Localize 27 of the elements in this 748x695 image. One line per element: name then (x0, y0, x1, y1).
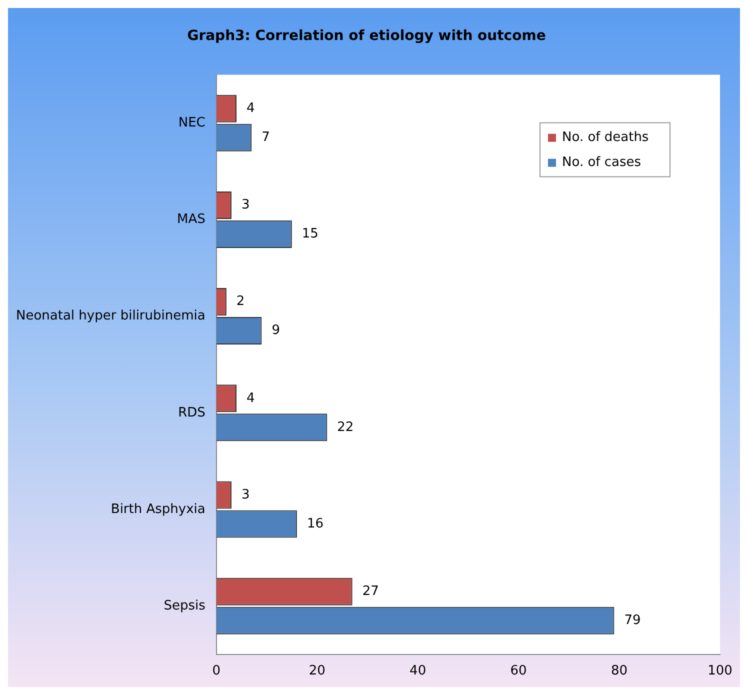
data-label: 3 (241, 487, 250, 502)
legend-label: No. of cases (562, 155, 642, 170)
y-tick-label: MAS (176, 212, 206, 228)
x-tick-label: 60 (510, 664, 527, 679)
x-tick-label: 0 (212, 664, 221, 679)
data-label: 79 (624, 612, 641, 628)
y-tick-label: Birth Asphyxia (110, 502, 206, 517)
y-tick-label: RDS (178, 405, 206, 420)
data-label: 4 (246, 100, 255, 116)
y-tick-label: Sepsis (164, 598, 206, 614)
data-label: 27 (362, 584, 379, 599)
data-label: 2 (236, 294, 245, 310)
x-tick-label: 80 (611, 664, 628, 679)
chart-title: Graph3: Correlation of etiology with outcome (187, 28, 546, 44)
legend-label: No. of deaths (562, 130, 649, 146)
data-label: 16 (306, 516, 324, 532)
data-label: 15 (302, 226, 318, 242)
y-tick-label: NEC (178, 115, 206, 130)
x-tick-label: 100 (708, 664, 732, 679)
data-label: 22 (337, 420, 354, 435)
data-label: 9 (272, 323, 280, 338)
data-label: 4 (246, 390, 255, 406)
data-label: 3 (241, 198, 250, 213)
x-tick-label: 40 (410, 664, 426, 679)
data-label: 7 (262, 130, 270, 145)
x-tick-label: 20 (308, 664, 326, 679)
y-tick-label: Neonatal hyper bilirubinemia (16, 308, 206, 324)
